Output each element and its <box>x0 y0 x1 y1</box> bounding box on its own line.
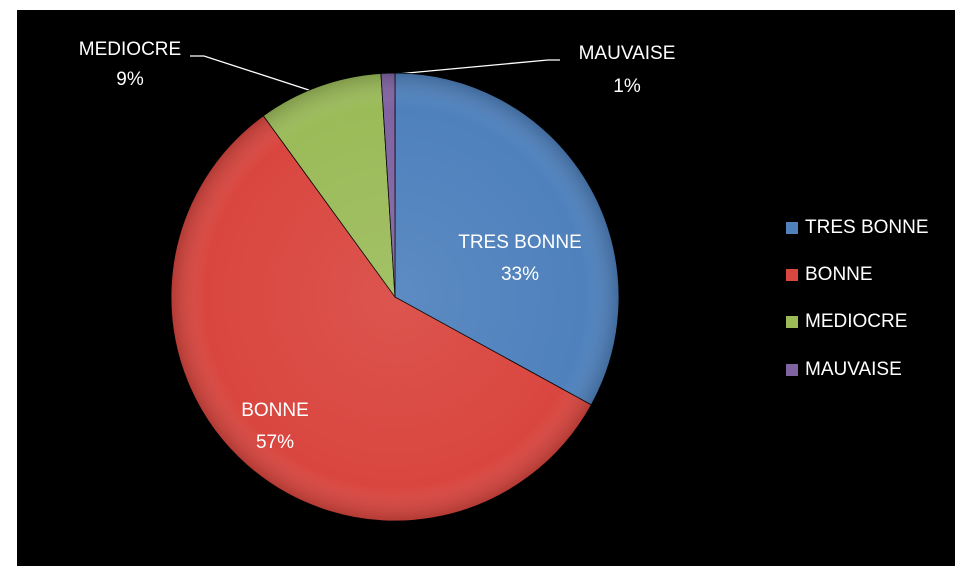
data-label-name: TRES BONNE <box>458 232 582 253</box>
data-label-value: 57% <box>256 432 294 453</box>
data-label-name: MAUVAISE <box>579 43 676 64</box>
legend-swatch <box>786 364 798 376</box>
data-label-name: MEDIOCRE <box>79 39 181 60</box>
legend-swatch <box>786 316 798 328</box>
legend-swatch <box>786 222 798 234</box>
leader-line <box>385 59 560 76</box>
legend-label: TRES BONNE <box>805 217 929 238</box>
data-label-value: 33% <box>501 264 539 285</box>
legend-label: MEDIOCRE <box>805 311 907 332</box>
data-label-value: 1% <box>613 76 641 97</box>
data-label-name: BONNE <box>241 400 309 421</box>
data-label-value: 9% <box>116 69 144 90</box>
legend-label: BONNE <box>805 264 873 285</box>
legend-label: MAUVAISE <box>805 359 902 380</box>
legend-swatch <box>786 269 798 281</box>
